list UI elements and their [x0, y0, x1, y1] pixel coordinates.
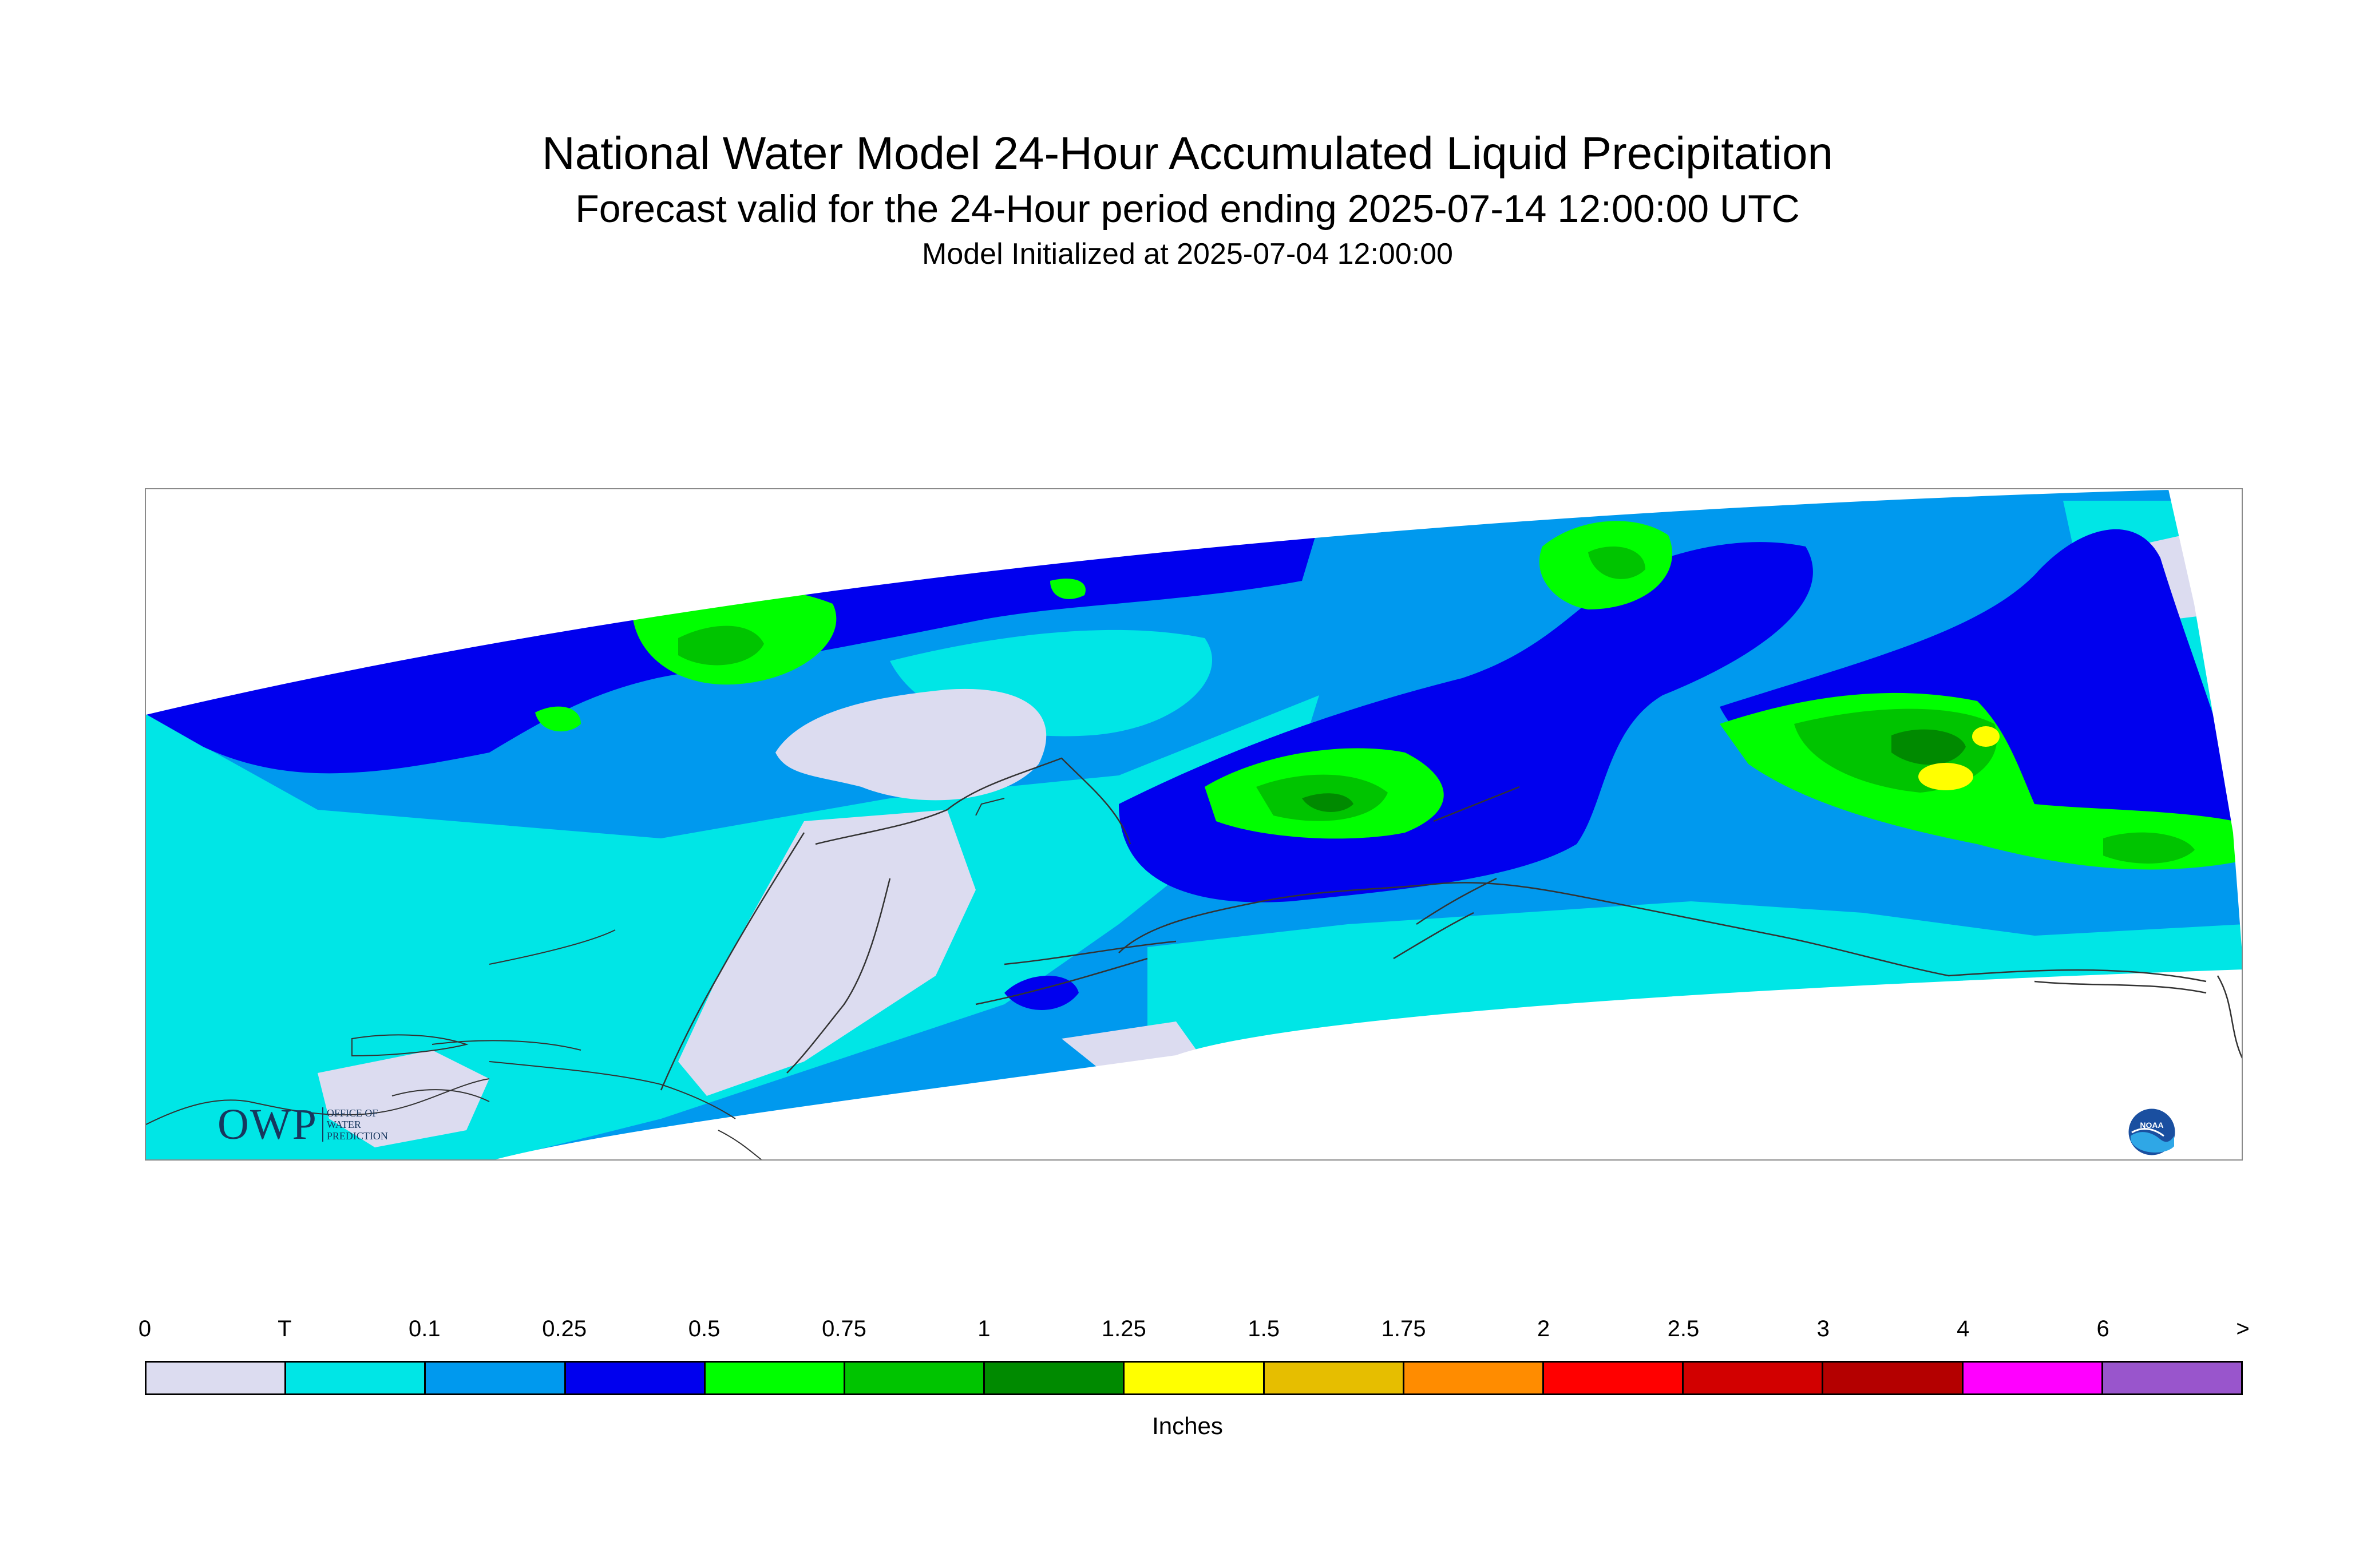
- owp-logo-text: OWP: [217, 1100, 318, 1149]
- legend-tick-label: 4: [1957, 1316, 1970, 1341]
- precip-trace-central: [678, 810, 976, 1096]
- legend-swatch: [1544, 1363, 1684, 1393]
- owp-logo-line-3: PREDICTION: [326, 1130, 388, 1142]
- precip-yellow-2: [1972, 726, 2000, 747]
- legend-tick-label: >: [2236, 1316, 2250, 1341]
- legend-swatch: [2103, 1363, 2242, 1393]
- precip-cyan-west: [146, 695, 1319, 1159]
- legend-swatch: [426, 1363, 566, 1393]
- legend-tick-label: 0: [138, 1316, 152, 1341]
- precip-green-small-2: [1050, 579, 1086, 599]
- precip-midgreen-northwest: [678, 625, 764, 666]
- legend-tick-label: 0.25: [542, 1316, 587, 1341]
- map-panel: OWP OFFICE OF WATER PREDICTION NOAA: [145, 488, 2243, 1161]
- legend-tick-labels: 0 T 0.1 0.25 0.5 0.75 1 1.25 1.5 1.75 2 2.5 3 4 6 >: [138, 1316, 2250, 1351]
- precip-midgreen-far-east: [2103, 832, 2195, 864]
- precip-midgreen-north: [1588, 547, 1645, 579]
- owp-logo: OWP OFFICE OF WATER PREDICTION: [217, 1100, 388, 1149]
- legend-tick-label: 0.75: [822, 1316, 866, 1341]
- precip-yellow-1: [1918, 763, 1973, 790]
- domain-edge: [146, 489, 2242, 1159]
- legend-swatch: [985, 1363, 1125, 1393]
- legend-swatch: [1684, 1363, 1824, 1393]
- legend-swatch: [1963, 1363, 2103, 1393]
- precip-trace-southwest: [318, 1050, 489, 1147]
- legend-tick-label: 1.25: [1101, 1316, 1146, 1341]
- legend-swatch: [1823, 1363, 1964, 1393]
- precip-green-small-1: [535, 706, 581, 732]
- legend-tick-label: 1.5: [1248, 1316, 1280, 1341]
- legend-tick-label: 6: [2096, 1316, 2109, 1341]
- map-subtitle: Forecast valid for the 24-Hour period en…: [575, 187, 1800, 231]
- legend-swatch: [705, 1363, 846, 1393]
- legend-swatch: [1404, 1363, 1545, 1393]
- noaa-logo: NOAA: [2127, 1107, 2177, 1157]
- noaa-logo-text: NOAA: [2140, 1120, 2163, 1130]
- legend-unit: Inches: [1152, 1412, 1223, 1439]
- legend-swatch: [845, 1363, 985, 1393]
- precip-darkgreen-central: [1302, 793, 1353, 812]
- legend-tick-label: T: [278, 1316, 292, 1341]
- legend-swatch: [286, 1363, 426, 1393]
- legend-colorbar: [145, 1361, 2243, 1395]
- precip-trace-north: [775, 688, 1047, 801]
- legend-swatch: [1125, 1363, 1265, 1393]
- precipitation-map: [146, 489, 2242, 1159]
- owp-logo-subtext: OFFICE OF WATER PREDICTION: [322, 1107, 388, 1142]
- legend-swatch: [1264, 1363, 1404, 1393]
- legend-swatch: [147, 1363, 287, 1393]
- legend-swatch: [565, 1363, 706, 1393]
- map-title: National Water Model 24-Hour Accumulated…: [542, 128, 1833, 179]
- legend-tick-label: 0.5: [688, 1316, 721, 1341]
- legend-tick-label: 2: [1537, 1316, 1550, 1341]
- legend-tick-label: 3: [1816, 1316, 1830, 1341]
- legend-tick-label: 1.75: [1381, 1316, 1426, 1341]
- legend-tick-label: 1: [977, 1316, 991, 1341]
- legend-tick-label: 2.5: [1667, 1316, 1700, 1341]
- legend-tick-label: 0.1: [408, 1316, 441, 1341]
- precip-field: [146, 489, 2242, 1159]
- owp-logo-line-1: OFFICE OF: [326, 1107, 378, 1119]
- western-coastline: [146, 798, 1005, 1159]
- coastlines: [660, 757, 2242, 1091]
- model-init-line: Model Initialized at 2025-07-04 12:00:00: [922, 237, 1453, 271]
- owp-logo-line-2: WATER: [326, 1119, 361, 1130]
- precip-darkgreen-east: [1891, 729, 1966, 765]
